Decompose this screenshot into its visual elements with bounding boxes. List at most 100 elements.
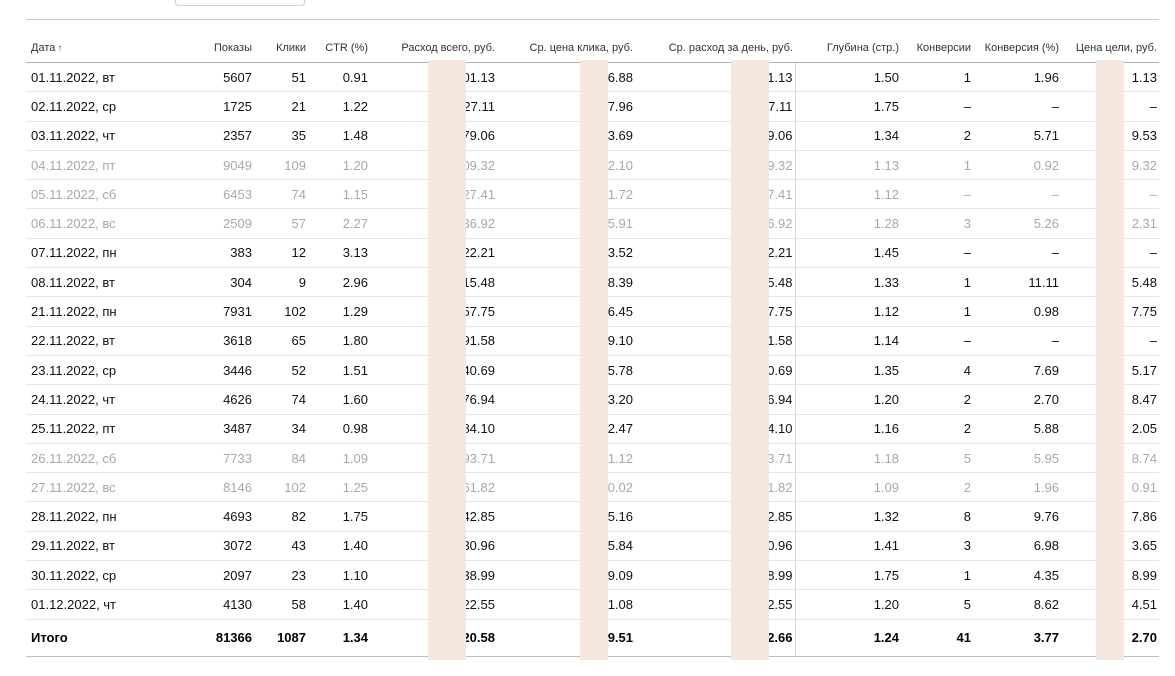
column-header-shows[interactable]: Показы [166,34,254,63]
cell-conversion-rate: 2.70 [973,384,1061,415]
cell-clicks: 102 [254,472,308,503]
cell-clicks: 84 [254,443,308,474]
cell-date: 30.11.2022, ср [26,560,166,591]
column-header-cpc[interactable]: Ср. цена клика, руб. [497,34,635,63]
redaction-mask-cpc [580,60,608,660]
cell-date: 27.11.2022, вс [26,472,166,503]
cell-date: 01.12.2022, чт [26,589,166,620]
table-row: 29.11.2022, вт 3072 43 1.40 30.96 5.84 0.96 1.4… [26,531,1159,562]
cell-ctr: 3.13 [308,238,370,269]
cell-shows: 3072 [166,531,254,562]
cell-shows: 4693 [166,501,254,532]
cell-shows: 8146 [166,472,254,503]
cell-date: 08.11.2022, вт [26,267,166,298]
cell-conversions: 1 [901,296,973,327]
cell-depth: 1.28 [795,208,901,239]
cell-shows: 383 [166,238,254,269]
cell-clicks: 9 [254,267,308,298]
cell-conversion-rate: 5.95 [973,443,1061,474]
cell-clicks: 23 [254,560,308,591]
cell-clicks: 109 [254,150,308,181]
column-header-daily-spend[interactable]: Ср. расход за день, руб. [635,34,795,63]
toolbar-button[interactable] [175,0,305,6]
cell-depth: 1.12 [795,296,901,327]
cell-ctr: 1.10 [308,560,370,591]
cell-clicks: 82 [254,501,308,532]
cell-shows: 2509 [166,208,254,239]
column-header-conversions[interactable]: Конверсии [901,34,973,63]
cell-depth: 1.14 [795,326,901,356]
cell-daily-spend: 1.13 [635,62,796,93]
cell-ctr: 2.27 [308,208,370,239]
cell-daily-spend: 1.58 [635,326,796,356]
cell-cpc: 0.02 [497,472,635,503]
cell-shows: 2357 [166,121,254,151]
cell-clicks: 12 [254,238,308,269]
column-header-spend[interactable]: Расход всего, руб. [370,34,497,63]
cell-shows: 3487 [166,414,254,444]
cell-depth: 1.13 [795,150,901,181]
cell-conversion-rate: 1.96 [973,62,1061,93]
cell-clicks: 52 [254,355,308,386]
cell-ctr: 0.91 [308,62,370,93]
cell-cpc: 6.88 [497,62,635,93]
cell-conversion-rate: 9.76 [973,501,1061,532]
cell-conversion-rate: 5.71 [973,121,1061,151]
column-header-date[interactable]: Дата ↑ [26,34,166,63]
cell-ctr: 1.40 [308,531,370,562]
cell-shows: 6453 [166,179,254,210]
redaction-mask-daily-spend [731,60,769,660]
cell-date: 28.11.2022, пн [26,501,166,532]
column-header-depth[interactable]: Глубина (стр.) [795,34,901,63]
cell-depth: 1.33 [795,267,901,298]
cell-shows: 4130 [166,589,254,620]
total-label: Итого [26,619,166,657]
cell-conversions: 8 [901,501,973,532]
table-row: 07.11.2022, пн 383 12 3.13 22.21 3.52 2.21 1.45… [26,238,1159,269]
cell-shows: 5607 [166,62,254,93]
table-row: 27.11.2022, вс 8146 102 1.25 61.82 0.02 1.82 1.… [26,472,1159,503]
cell-cpc: 3.20 [497,384,635,415]
cell-daily-spend: 0.69 [635,355,796,386]
cell-clicks: 74 [254,179,308,210]
cell-date: 06.11.2022, вс [26,208,166,239]
cell-clicks: 58 [254,589,308,620]
column-header-ctr[interactable]: CTR (%) [308,34,370,63]
cell-ctr: 1.29 [308,296,370,327]
cell-conversions: 2 [901,414,973,444]
cell-shows: 1725 [166,91,254,122]
cell-ctr: 1.09 [308,443,370,474]
cell-conversions: 5 [901,443,973,474]
cell-depth: 1.16 [795,414,901,444]
cell-conversion-rate: 0.92 [973,150,1061,181]
cell-daily-spend: 7.75 [635,296,796,327]
cell-conversion-rate: 4.35 [973,560,1061,591]
cell-cpc: 6.45 [497,296,635,327]
cell-cpc: 9.09 [497,560,635,591]
cell-conversions: 1 [901,267,973,298]
cell-daily-spend: 7.41 [635,179,796,210]
cell-daily-spend: 4.10 [635,414,796,444]
cell-clicks: 74 [254,384,308,415]
cell-cpc: 9.10 [497,326,635,356]
cell-date: 03.11.2022, чт [26,121,166,151]
cell-conversion-rate: – [973,238,1061,269]
column-header-goal-cost[interactable]: Цена цели, руб. [1061,34,1159,63]
cell-shows: 4626 [166,384,254,415]
column-header-conversion-rate[interactable]: Конверсия (%) [973,34,1061,63]
cell-conversions: 2 [901,472,973,503]
cell-shows: 2097 [166,560,254,591]
cell-shows: 9049 [166,150,254,181]
cell-daily-spend: 7.11 [635,91,796,122]
column-header-clicks[interactable]: Клики [254,34,308,63]
cell-date: 21.11.2022, пн [26,296,166,327]
cell-depth: 1.50 [795,62,901,93]
cell-conversions: 3 [901,208,973,239]
sort-ascending-icon[interactable]: ↑ [57,43,63,54]
cell-conversions: – [901,238,973,269]
table-row: 24.11.2022, чт 4626 74 1.60 76.94 3.20 6.94 1.2… [26,384,1159,415]
cell-ctr: 1.48 [308,121,370,151]
cell-ctr: 0.98 [308,414,370,444]
cell-shows: 7931 [166,296,254,327]
cell-ctr: 1.51 [308,355,370,386]
